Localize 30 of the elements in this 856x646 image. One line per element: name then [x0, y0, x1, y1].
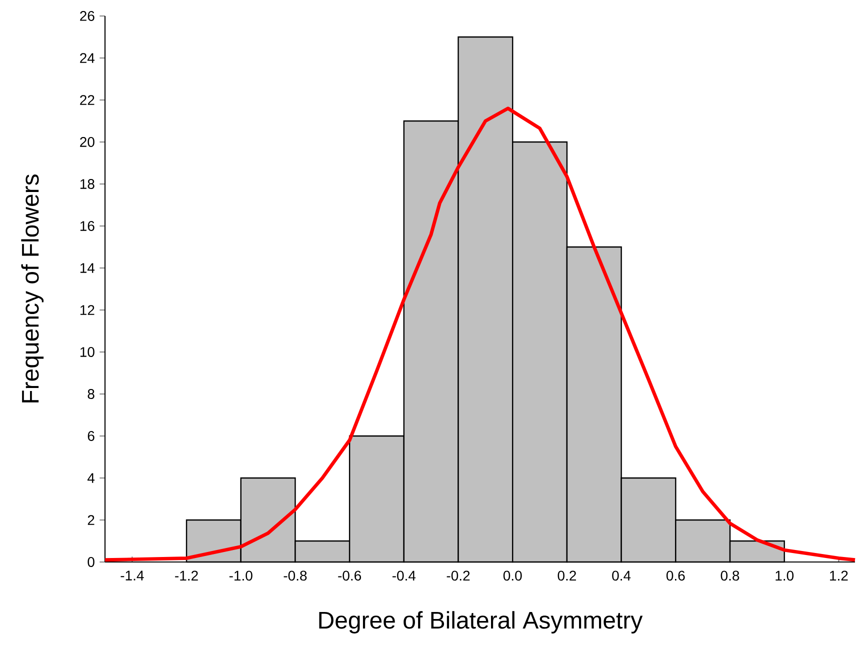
x-tick-label: -0.4 [392, 570, 416, 581]
x-tick-label: -1.2 [175, 570, 198, 580]
x-axis-title: Degree of Bilateral Asymmetry [319, 611, 643, 634]
x-tick-label: 0.4 [612, 570, 631, 581]
x-tick-label: -0.2 [446, 570, 470, 581]
y-tick-label: 10 [80, 347, 94, 357]
y-tick-label: 14 [80, 263, 95, 273]
x-tick-label: -1.4 [120, 570, 144, 580]
y-tick-label: 20 [80, 137, 94, 147]
x-tick-label: 1.0 [776, 570, 794, 581]
x-tick-label: -1.0 [229, 570, 252, 581]
y-tick-label: 18 [80, 179, 94, 189]
x-tick-label: -0.6 [338, 570, 362, 581]
y-tick-label: 22 [80, 95, 94, 105]
y-tick-label: 12 [80, 305, 94, 315]
y-tick-label: 26 [80, 11, 94, 21]
y-axis-title: Frequency of Flowers [21, 174, 44, 402]
y-tick-label: 24 [80, 53, 95, 63]
x-tick-label: 0.6 [666, 570, 685, 581]
y-tick-label: 6 [88, 431, 94, 441]
y-tick-label: 0 [88, 557, 94, 567]
x-tick-label: 1.2 [830, 570, 848, 580]
y-tick-label: 4 [87, 473, 95, 483]
y-tick-label: 16 [80, 221, 94, 231]
x-tick-label: -0.8 [284, 570, 307, 581]
y-tick-label: 8 [88, 389, 94, 399]
y-tick-label: 2 [88, 515, 94, 525]
x-tick-label: 0.8 [720, 570, 740, 581]
x-tick-label: 0.0 [503, 570, 522, 581]
x-tick-label: 0.2 [558, 570, 576, 581]
